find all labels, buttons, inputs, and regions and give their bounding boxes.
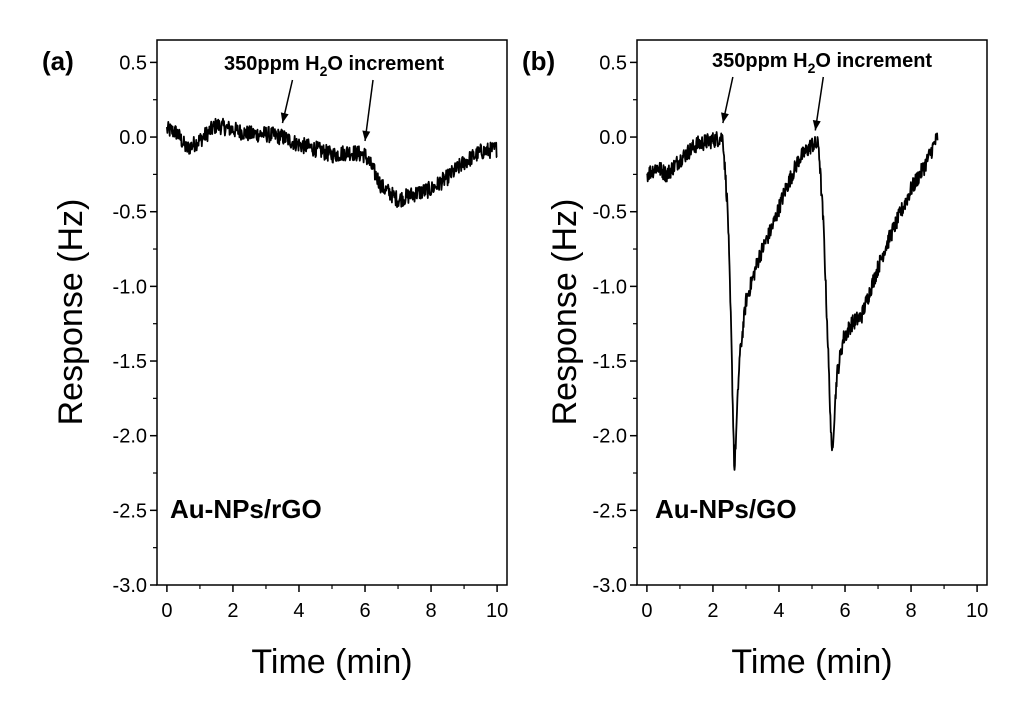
- y-axis-label: Response (Hz): [52, 199, 90, 426]
- annotation-arrow-head: [721, 112, 729, 124]
- annotation-arrow-head: [812, 120, 821, 131]
- panel-label: (b): [522, 46, 555, 76]
- x-tick-label: 4: [773, 600, 784, 622]
- annotation-arrow-head: [362, 130, 371, 141]
- annotation-arrow-head: [280, 112, 289, 124]
- y-tick-label: -0.5: [593, 202, 627, 224]
- y-tick-label: -3.0: [593, 575, 627, 597]
- x-tick-label: 4: [293, 600, 304, 622]
- x-axis-label: Time (min): [731, 643, 892, 681]
- annotation-subscript: 2: [320, 63, 328, 79]
- x-tick-label: 6: [359, 600, 370, 622]
- x-tick-label: 0: [641, 600, 652, 622]
- y-tick-label: -0.5: [113, 202, 147, 224]
- sample-label: Au-NPs/rGO: [170, 494, 322, 524]
- y-tick-label: 0.5: [119, 52, 147, 74]
- annotation-prefix: 350ppm H: [224, 53, 320, 75]
- annotation-text: 350ppm H2O increment: [224, 53, 444, 79]
- y-tick-label: -1.5: [113, 351, 147, 373]
- x-axis-label: Time (min): [251, 643, 412, 681]
- x-tick-label: 10: [966, 600, 988, 622]
- y-tick-label: -1.0: [593, 276, 627, 298]
- y-tick-label: 0.5: [599, 52, 627, 74]
- x-tick-label: 8: [425, 600, 436, 622]
- x-tick-label: 10: [486, 600, 508, 622]
- y-tick-label: -2.0: [113, 426, 147, 448]
- annotation-prefix: 350ppm H: [712, 50, 808, 72]
- series-line: [166, 117, 498, 208]
- y-tick-label: -2.5: [113, 500, 147, 522]
- panel-label: (a): [42, 46, 74, 76]
- x-tick-label: 8: [905, 600, 916, 622]
- sample-label: Au-NPs/GO: [655, 494, 797, 524]
- annotation-arrow-line: [364, 79, 374, 142]
- series-line: [646, 131, 939, 471]
- annotation-suffix: O increment: [327, 53, 444, 75]
- y-tick-label: -2.5: [593, 500, 627, 522]
- y-axis-label: Response (Hz): [546, 199, 584, 426]
- x-tick-label: 2: [227, 600, 238, 622]
- x-tick-label: 2: [707, 600, 718, 622]
- y-tick-label: -2.0: [593, 426, 627, 448]
- x-tick-label: 0: [161, 600, 172, 622]
- x-tick-label: 6: [839, 600, 850, 622]
- y-tick-label: -1.5: [593, 351, 627, 373]
- y-tick-label: 0.0: [119, 127, 147, 149]
- y-tick-label: -1.0: [113, 276, 147, 298]
- annotation-suffix: O increment: [815, 50, 932, 72]
- annotation-subscript: 2: [808, 60, 816, 76]
- y-tick-label: 0.0: [599, 127, 627, 149]
- y-tick-label: -3.0: [113, 575, 147, 597]
- annotation-text: 350ppm H2O increment: [712, 50, 932, 76]
